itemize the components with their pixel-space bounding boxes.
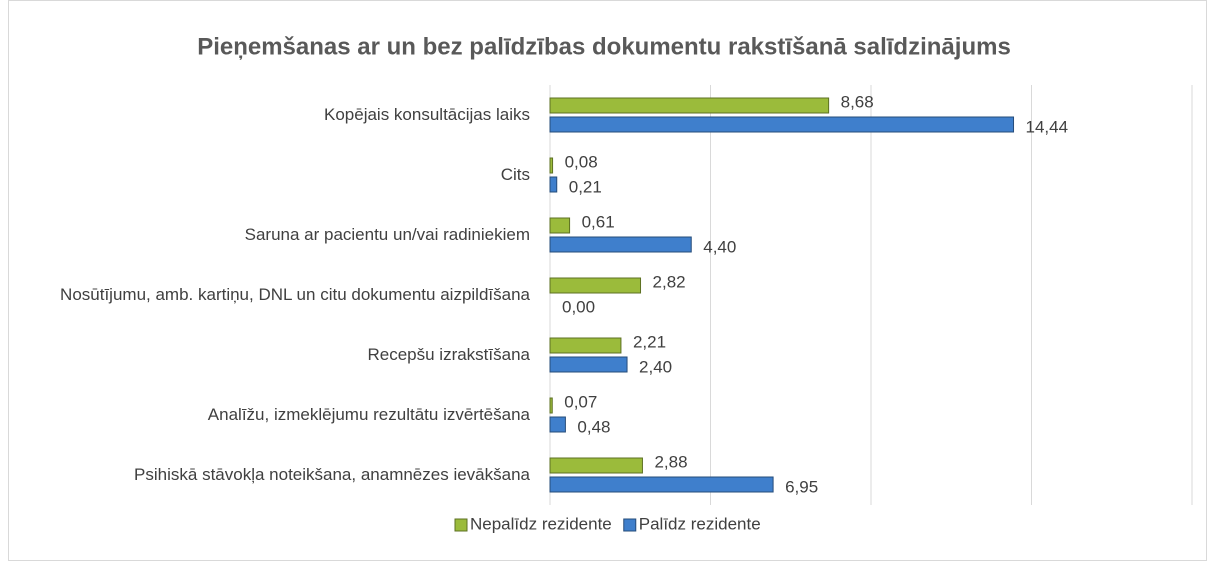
data-label: 0,61	[582, 212, 615, 231]
y-tick-label: Recepšu izrakstīšana	[367, 345, 530, 364]
data-label: 0,48	[577, 417, 610, 436]
data-label: 2,21	[633, 332, 666, 351]
chart-frame	[8, 0, 1207, 561]
bar	[549, 457, 643, 474]
y-tick-label: Psihiskā stāvokļa noteikšana, anamnēzes …	[134, 465, 530, 484]
bar	[549, 157, 554, 174]
data-label: 0,07	[564, 392, 597, 411]
legend-swatch	[454, 518, 468, 532]
bar	[549, 116, 1015, 133]
data-label: 0,00	[562, 297, 595, 316]
bar	[549, 397, 553, 414]
bar	[549, 277, 642, 294]
y-tick-label: Saruna ar pacientu un/vai radiniekiem	[244, 225, 530, 244]
legend-label: Nepalīdz rezidente	[470, 514, 612, 533]
data-label: 0,08	[565, 152, 598, 171]
data-label: 4,40	[703, 237, 736, 256]
y-tick-label: Cits	[500, 165, 530, 184]
bar	[549, 337, 622, 354]
bar	[549, 97, 830, 114]
y-tick-label: Analīžu, izmeklējumu rezultātu izvērtēša…	[207, 405, 530, 424]
bar	[549, 416, 566, 433]
legend-swatch	[623, 518, 637, 532]
y-tick-label: Kopējais konsultācijas laiks	[324, 105, 530, 124]
bar	[549, 356, 628, 373]
data-label: 2,88	[654, 452, 687, 471]
chart-title: Pieņemšanas ar un bez palīdzības dokumen…	[197, 33, 1011, 60]
bar	[549, 176, 558, 193]
data-label: 14,44	[1026, 117, 1069, 136]
data-label: 6,95	[785, 477, 818, 496]
y-tick-label: Nosūtījumu, amb. kartiņu, DNL un citu do…	[60, 285, 530, 304]
bar	[549, 217, 571, 234]
bar	[549, 476, 774, 493]
legend-label: Palīdz rezidente	[639, 514, 761, 533]
bar	[549, 236, 692, 253]
data-label: 2,40	[639, 357, 672, 376]
data-label: 8,68	[841, 92, 874, 111]
data-label: 2,82	[653, 272, 686, 291]
data-label: 0,21	[569, 177, 602, 196]
